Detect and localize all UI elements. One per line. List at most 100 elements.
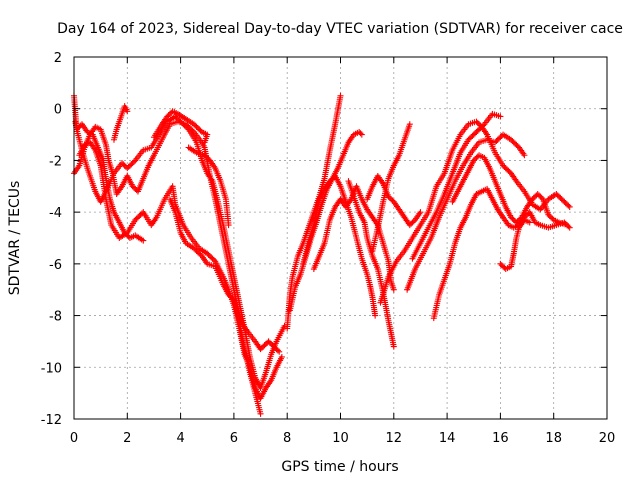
- data-point-marker: [497, 113, 504, 120]
- data-point-marker: [516, 216, 523, 223]
- data-point-marker: [476, 126, 483, 133]
- data-point-marker: [189, 127, 196, 134]
- data-point-marker: [184, 122, 191, 129]
- data-point-marker: [510, 139, 517, 146]
- x-tick-label: 20: [599, 431, 616, 446]
- series-arc-15: [364, 172, 424, 229]
- series-arc-5: [110, 103, 131, 143]
- series-arc-17: [404, 131, 528, 293]
- data-point-marker: [74, 125, 81, 132]
- data-point-marker: [390, 343, 397, 350]
- series-arc-8: [166, 196, 264, 417]
- data-point-marker: [118, 160, 125, 167]
- data-point-marker: [526, 219, 533, 226]
- series-arc-6: [150, 108, 211, 146]
- data-point-marker: [132, 216, 139, 223]
- data-point-marker: [278, 353, 285, 360]
- data-point-marker: [121, 162, 128, 169]
- data-point-marker: [192, 122, 199, 129]
- x-axis-label: GPS time / hours: [281, 459, 398, 475]
- data-point-marker: [126, 162, 133, 169]
- data-point-marker: [473, 154, 480, 161]
- x-tick-label: 8: [283, 431, 291, 446]
- data-point-marker: [125, 163, 132, 170]
- data-point-marker: [204, 250, 211, 257]
- data-point-marker: [564, 222, 571, 229]
- data-point-marker: [530, 194, 537, 201]
- y-tick-label: 0: [54, 103, 62, 118]
- x-tick-label: 6: [230, 431, 238, 446]
- data-point-marker: [120, 161, 127, 168]
- data-point-marker: [358, 131, 365, 138]
- data-point-marker: [165, 112, 172, 119]
- data-point-marker: [406, 121, 413, 128]
- data-point-marker: [565, 202, 572, 209]
- data-point-marker: [124, 165, 131, 172]
- data-point-marker: [273, 346, 280, 353]
- data-point-marker: [209, 255, 216, 262]
- data-point-marker: [276, 348, 283, 355]
- data-point-marker: [390, 286, 397, 293]
- data-point-marker: [201, 139, 208, 146]
- data-point-marker: [129, 160, 136, 167]
- data-point-marker: [196, 250, 203, 257]
- data-point-marker: [510, 216, 517, 223]
- y-tick-label: -12: [41, 413, 62, 428]
- data-point-marker: [186, 125, 193, 132]
- y-tick-label: -8: [49, 310, 62, 325]
- data-point-marker: [260, 343, 267, 350]
- data-point-marker: [225, 222, 232, 229]
- data-point-marker: [529, 196, 536, 203]
- data-point-marker: [196, 126, 203, 133]
- data-point-marker: [201, 152, 208, 159]
- data-point-marker: [326, 178, 333, 185]
- y-tick-label: -2: [49, 154, 62, 169]
- data-point-marker: [553, 191, 560, 198]
- series-arc-20: [449, 152, 571, 229]
- data-point-marker: [501, 163, 508, 170]
- y-tick-label: -10: [41, 361, 62, 376]
- data-point-marker: [469, 132, 476, 139]
- data-point-marker: [509, 215, 516, 222]
- axis-ticks: 0 2 4 6 8 10 12 14 16 18 20 -12 -10 -8 -6 -4 -2 0 2: [41, 51, 616, 446]
- data-point-marker: [269, 342, 276, 349]
- data-point-marker: [498, 262, 505, 269]
- x-tick-label: 12: [386, 431, 403, 446]
- data-point-marker: [537, 193, 544, 200]
- data-points: [71, 92, 573, 417]
- data-point-marker: [229, 295, 236, 302]
- data-point-marker: [557, 194, 564, 201]
- data-point-marker: [372, 312, 379, 319]
- data-point-marker: [470, 157, 477, 164]
- data-point-marker: [554, 192, 561, 199]
- data-point-marker: [534, 191, 541, 198]
- data-point-marker: [477, 125, 484, 132]
- data-point-marker: [546, 213, 553, 220]
- data-point-marker: [500, 263, 507, 270]
- data-point-marker: [560, 197, 567, 204]
- y-tick-label: -4: [49, 206, 62, 221]
- data-point-marker: [549, 215, 556, 222]
- data-point-marker: [228, 294, 235, 301]
- data-point-marker: [505, 167, 512, 174]
- data-point-marker: [524, 211, 531, 218]
- data-point-marker: [182, 121, 189, 128]
- data-point-marker: [204, 154, 211, 161]
- data-point-marker: [561, 198, 568, 205]
- data-point-marker: [257, 346, 264, 353]
- data-point-marker: [190, 121, 197, 128]
- x-tick-label: 10: [332, 431, 349, 446]
- data-point-marker: [193, 123, 200, 130]
- series-arc-16: [377, 118, 573, 306]
- data-point-marker: [472, 156, 479, 163]
- data-point-marker: [124, 108, 131, 115]
- series-arc-9: [284, 92, 344, 332]
- data-point-marker: [536, 192, 543, 199]
- data-point-marker: [474, 119, 481, 126]
- data-point-marker: [472, 130, 479, 137]
- data-point-marker: [172, 113, 179, 120]
- data-point-marker: [132, 185, 139, 192]
- data-point-marker: [73, 126, 80, 133]
- data-point-marker: [504, 166, 511, 173]
